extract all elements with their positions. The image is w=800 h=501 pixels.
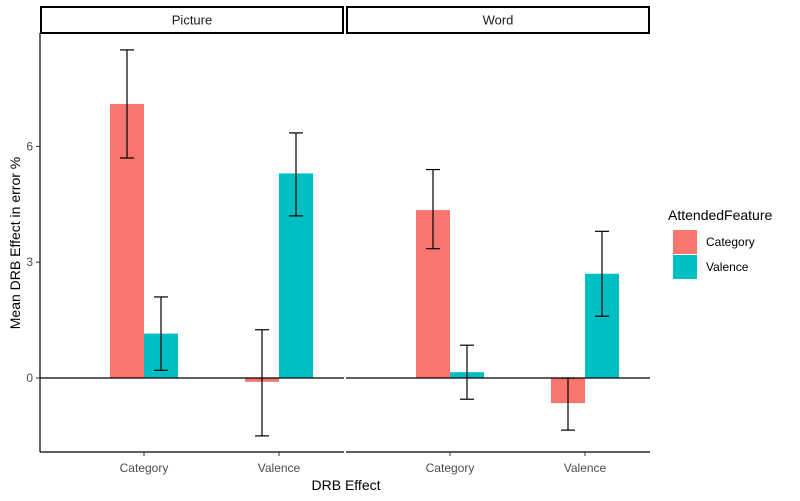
y-tick-label: 6	[26, 139, 33, 153]
panel-picture	[40, 49, 344, 437]
x-tick-label: Category	[120, 461, 169, 475]
facet-strip-picture	[40, 6, 344, 34]
legend-title: AttendedFeature	[668, 207, 773, 223]
error-bar-picture-category-category	[120, 49, 134, 159]
y-tick-label: 0	[26, 371, 33, 385]
error-bar-picture-category-valence	[154, 296, 168, 371]
x-tick-label: Valence	[564, 461, 607, 475]
legend-label: Valence	[706, 260, 749, 274]
legend-key-category	[673, 230, 697, 254]
y-tick-label: 3	[26, 255, 33, 269]
error-bar-word-valence-valence	[595, 230, 609, 317]
error-bar-picture-valence-category	[255, 329, 269, 437]
y-axis-title: Mean DRB Effect in error %	[7, 157, 23, 329]
panel-word	[346, 168, 650, 431]
x-tick-label: Category	[426, 461, 475, 475]
error-bar-word-category-category	[426, 168, 440, 250]
facet-strip-label: Word	[483, 13, 514, 28]
x-axis-title: DRB Effect	[312, 477, 381, 493]
error-bar-picture-valence-valence	[289, 132, 303, 217]
legend-key-valence	[673, 255, 697, 279]
facet-strip-label: Picture	[172, 13, 212, 28]
facet-strip-word	[346, 6, 650, 34]
legend-label: Category	[706, 235, 755, 249]
x-tick-label: Valence	[258, 461, 301, 475]
error-bar-word-category-valence	[460, 344, 474, 400]
